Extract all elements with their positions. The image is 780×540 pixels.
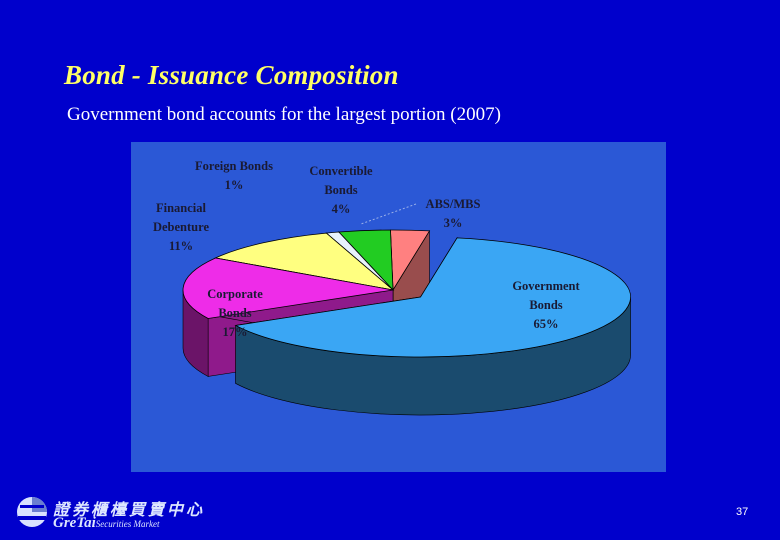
logo-chinese-text: 證券櫃檯買賣中心 bbox=[53, 502, 206, 519]
page-number: 37 bbox=[736, 506, 749, 518]
pie-label-corporate-bonds: Corporate Bonds 17% bbox=[207, 287, 263, 339]
logo-english-text: GreTaiSecurities Market bbox=[53, 515, 160, 532]
pie-label-government-bonds: Government Bonds 65% bbox=[512, 279, 580, 331]
pie-label-abs-mbs: ABS/MBS 3% bbox=[426, 197, 481, 230]
pie-label-convertible-bonds: Convertible Bonds 4% bbox=[309, 164, 373, 216]
logo-english-main: GreTai bbox=[53, 515, 96, 531]
pie-slice-government-bonds bbox=[234, 236, 631, 416]
slide-title: Bond - Issuance Composition bbox=[64, 60, 399, 90]
pie-chart-panel: Government Bonds 65% Corporate Bonds 17% Finan… bbox=[131, 142, 666, 472]
pie-label-foreign-bonds: Foreign Bonds 1% bbox=[195, 159, 273, 192]
pie-label-financial-debenture: Financial Debenture 11% bbox=[153, 201, 209, 253]
slide-subtitle: Government bond accounts for the largest… bbox=[67, 104, 501, 125]
logo-english-sub: Securities Market bbox=[95, 519, 160, 529]
abs-mbs-leader-line bbox=[360, 203, 417, 225]
pie-chart: Government Bonds 65% Corporate Bonds 17% Finan… bbox=[153, 159, 631, 416]
gretai-logo-icon bbox=[17, 497, 47, 527]
